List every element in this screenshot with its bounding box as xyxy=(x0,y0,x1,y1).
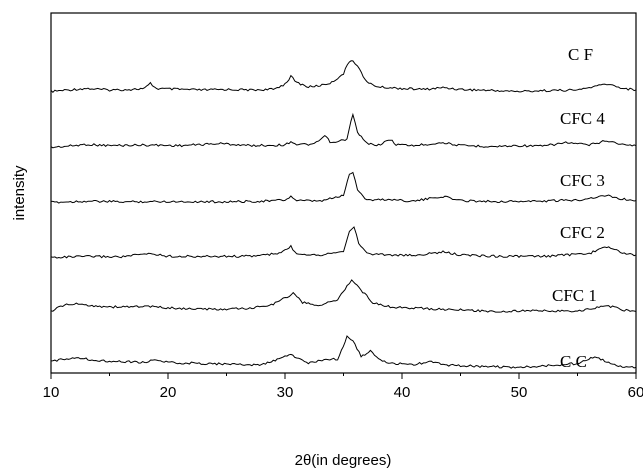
series-line-cfc-1 xyxy=(50,279,637,313)
series-line-c-c xyxy=(50,335,637,369)
series-label-cfc-2: CFC 2 xyxy=(560,223,605,242)
x-axis: 10 20 30 40 50 60 xyxy=(43,373,643,401)
x-tick-label: 60 xyxy=(628,384,643,401)
series-label-cfc-4: CFC 4 xyxy=(560,109,605,128)
series-line-c-f xyxy=(50,60,637,94)
x-tick-label: 20 xyxy=(160,384,177,401)
y-axis-label: intensity xyxy=(11,165,28,221)
series-traces xyxy=(50,60,637,369)
x-tick-label: 30 xyxy=(277,384,294,401)
x-tick-label: 50 xyxy=(511,384,528,401)
series-label-cfc-1: CFC 1 xyxy=(552,286,597,305)
plot-frame xyxy=(50,12,637,374)
series-line-cfc-3 xyxy=(51,171,637,204)
x-axis-label: 2θ(in degrees) xyxy=(295,452,392,469)
x-tick-label: 10 xyxy=(43,384,60,401)
series-line-cfc-4 xyxy=(50,112,637,149)
x-tick-label: 40 xyxy=(394,384,411,401)
series-label-c-f: C F xyxy=(568,45,593,64)
series-label-cfc-3: CFC 3 xyxy=(560,171,605,190)
series-label-c-c: C C xyxy=(560,352,587,371)
series-labels: C F CFC 4 CFC 3 CFC 2 CFC 1 C C xyxy=(552,45,605,371)
series-line-cfc-2 xyxy=(50,226,637,259)
